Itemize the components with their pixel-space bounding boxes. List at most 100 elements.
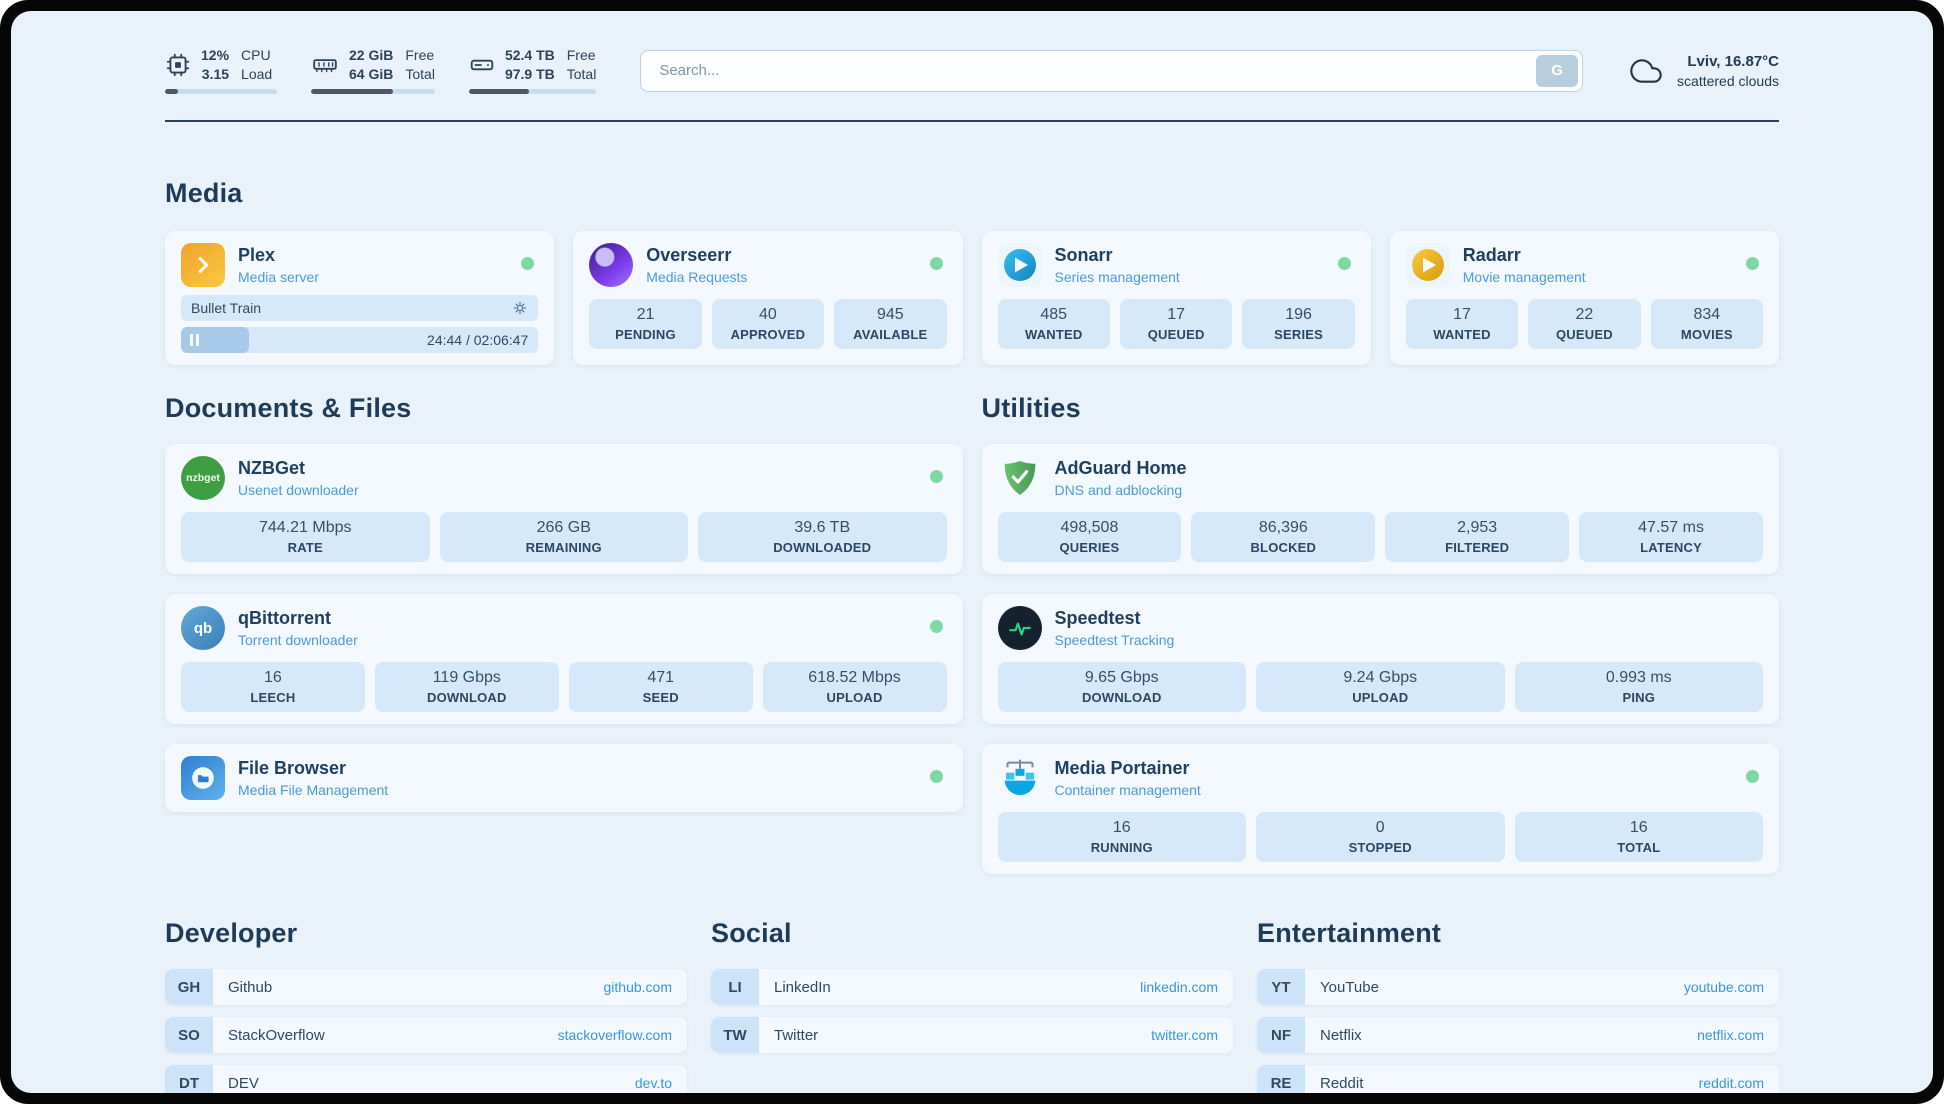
bookmark-github[interactable]: GH Github github.com (165, 969, 687, 1005)
stat-box: 86,396 BLOCKED (1191, 512, 1376, 562)
stat-value: 86,396 (1258, 519, 1308, 536)
cpu-monitor: 12% 3.15 CPU Load (165, 47, 277, 94)
search-input[interactable] (640, 49, 1584, 92)
bookmark-linkedin[interactable]: LI LinkedIn linkedin.com (711, 969, 1233, 1005)
media-section-title: Media (165, 178, 243, 208)
service-subtitle: Torrent downloader (238, 632, 358, 648)
bookmark-url[interactable]: youtube.com (1683, 979, 1764, 995)
stat-value: 16 (1629, 819, 1648, 836)
stat-label: RATE (287, 540, 323, 555)
bookmark-url[interactable]: netflix.com (1697, 1027, 1764, 1043)
stat-label: APPROVED (730, 327, 806, 342)
bookmark-url[interactable]: github.com (603, 979, 672, 995)
disk-free-value: 52.4 TB (504, 47, 555, 63)
status-dot (929, 257, 943, 270)
ram-free-label: Free (405, 47, 435, 63)
stat-box: 119 Gbps DOWNLOAD (374, 662, 559, 712)
pause-icon[interactable] (190, 334, 199, 346)
bookmark-name: Reddit (1320, 1074, 1364, 1092)
overseerr-card[interactable]: Overseerr Media Requests 21 PENDING 40 A… (573, 231, 963, 365)
ram-total-label: Total (405, 66, 435, 82)
bookmark-youtube[interactable]: YT YouTube youtube.com (1257, 969, 1779, 1005)
playback-time: 24:44 / 02:06:47 (427, 332, 529, 348)
stat-label: UPLOAD (1352, 690, 1409, 705)
bookmark-abbr: TW (711, 1017, 759, 1053)
service-name: Media Portainer (1054, 758, 1190, 778)
stat-box: 266 GB REMAINING (439, 512, 688, 562)
bookmark-url[interactable]: reddit.com (1698, 1075, 1764, 1091)
bookmark-abbr: DT (165, 1065, 213, 1093)
stat-label: LATENCY (1640, 540, 1702, 555)
bookmark-stackoverflow[interactable]: SO StackOverflow stackoverflow.com (165, 1017, 687, 1053)
stat-box: 17 QUEUED (1119, 299, 1233, 349)
stat-value: 9.65 Gbps (1084, 669, 1159, 686)
stats-row: 485 WANTED 17 QUEUED 196 SERIES (997, 299, 1355, 349)
cpu-usage-bar-fill (165, 89, 179, 94)
plex-card[interactable]: Plex Media server Bullet Train 24:44 / 0… (165, 231, 555, 365)
stat-value: 9.24 Gbps (1343, 669, 1418, 686)
stat-box: 9.24 Gbps UPLOAD (1256, 662, 1505, 712)
disk-usage-bar (468, 89, 597, 94)
weather-condition: scattered clouds (1677, 72, 1779, 89)
nzbget-card[interactable]: nzbget NZBGet Usenet downloader 744.21 M… (165, 444, 963, 574)
nzbget-icon: nzbget (181, 456, 225, 500)
bookmark-abbr: NF (1257, 1017, 1305, 1053)
ram-total-value: 64 GiB (349, 66, 394, 82)
service-name: Overseerr (646, 245, 732, 265)
bookmark-abbr: LI (711, 969, 759, 1005)
disk-icon (469, 52, 495, 78)
adguard-card[interactable]: AdGuard Home DNS and adblocking 498,508 … (981, 444, 1779, 574)
ram-monitor: 22 GiB 64 GiB Free Total (311, 47, 435, 94)
bookmark-name: YouTube (1320, 978, 1379, 996)
service-name: Sonarr (1054, 245, 1113, 265)
bookmark-url[interactable]: stackoverflow.com (557, 1027, 672, 1043)
service-subtitle: Media Requests (646, 269, 748, 285)
bookmark-url[interactable]: dev.to (634, 1075, 672, 1091)
stat-value: 471 (647, 669, 675, 686)
bookmarks-social: Social LI LinkedIn linkedin.com TW Twitt… (711, 918, 1233, 1065)
stat-value: 2,953 (1457, 519, 1498, 536)
stat-box: 39.6 TB DOWNLOADED (698, 512, 947, 562)
sonarr-card[interactable]: Sonarr Series management 485 WANTED 17 Q… (981, 231, 1371, 365)
bookmark-reddit[interactable]: RE Reddit reddit.com (1257, 1065, 1779, 1093)
speedtest-card[interactable]: Speedtest Speedtest Tracking 9.65 Gbps D… (981, 594, 1779, 724)
service-name: NZBGet (238, 458, 305, 478)
filebrowser-icon (181, 756, 225, 800)
stat-box: 945 AVAILABLE (834, 299, 947, 349)
stat-label: TOTAL (1617, 840, 1661, 855)
stat-label: QUEUED (1147, 327, 1205, 342)
weather-widget: Lviv, 16.87°C scattered clouds (1627, 53, 1779, 89)
status-dot (929, 470, 943, 483)
stat-value: 744.21 Mbps (258, 519, 352, 536)
ram-usage-bar (311, 89, 435, 94)
disk-total-value: 97.9 TB (504, 66, 555, 82)
stats-row: 16 RUNNING 0 STOPPED 16 TOTAL (997, 812, 1763, 862)
qbittorrent-icon: qb (181, 606, 225, 650)
status-dot (929, 770, 943, 783)
stat-value: 22 (1575, 306, 1594, 323)
search-engine-button[interactable]: G (1536, 54, 1579, 87)
bookmarks-entertainment: Entertainment YT YouTube youtube.com NF … (1257, 918, 1779, 1093)
stat-box: 2,953 FILTERED (1385, 512, 1570, 562)
gear-icon[interactable] (512, 300, 528, 316)
social-section-title: Social (711, 918, 792, 948)
bookmark-url[interactable]: linkedin.com (1140, 979, 1218, 995)
filebrowser-card[interactable]: File Browser Media File Management (165, 744, 963, 812)
stat-value: 39.6 TB (794, 519, 851, 536)
stat-box: 17 WANTED (1405, 299, 1519, 349)
bookmark-dev[interactable]: DT DEV dev.to (165, 1065, 687, 1093)
qbittorrent-card[interactable]: qb qBittorrent Torrent downloader 16 LEE… (165, 594, 963, 724)
bookmark-url[interactable]: twitter.com (1151, 1027, 1218, 1043)
service-subtitle: Speedtest Tracking (1054, 632, 1175, 648)
plex-icon (181, 243, 225, 287)
radarr-card[interactable]: Radarr Movie management 17 WANTED 22 QUE… (1389, 231, 1779, 365)
ram-usage-bar-fill (311, 89, 393, 94)
stat-value: 0.993 ms (1605, 669, 1672, 686)
stat-label: FILTERED (1445, 540, 1510, 555)
bookmark-netflix[interactable]: NF Netflix netflix.com (1257, 1017, 1779, 1053)
portainer-card[interactable]: Media Portainer Container management 16 … (981, 744, 1779, 874)
stat-box: 834 MOVIES (1650, 299, 1764, 349)
bookmark-twitter[interactable]: TW Twitter twitter.com (711, 1017, 1233, 1053)
stat-box: 618.52 Mbps UPLOAD (762, 662, 947, 712)
stat-box: 196 SERIES (1242, 299, 1355, 349)
